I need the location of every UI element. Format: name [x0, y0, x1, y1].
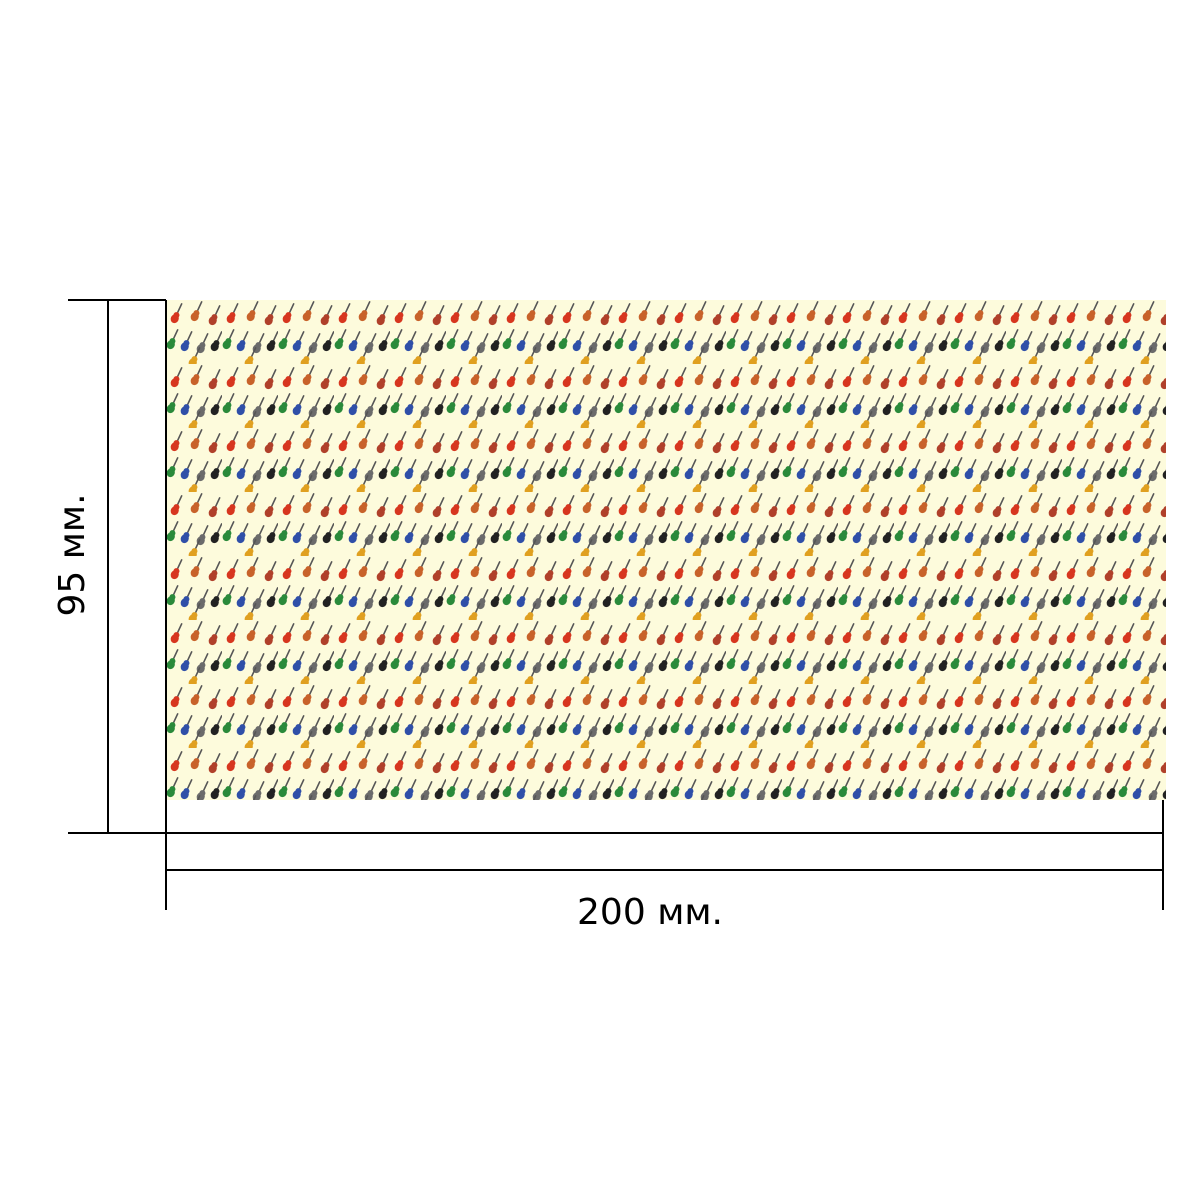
width-label: 200 мм. [577, 892, 723, 933]
dimension-lines [68, 299, 1164, 910]
height-label: 95 мм. [52, 493, 93, 616]
product-pattern [166, 300, 1166, 800]
